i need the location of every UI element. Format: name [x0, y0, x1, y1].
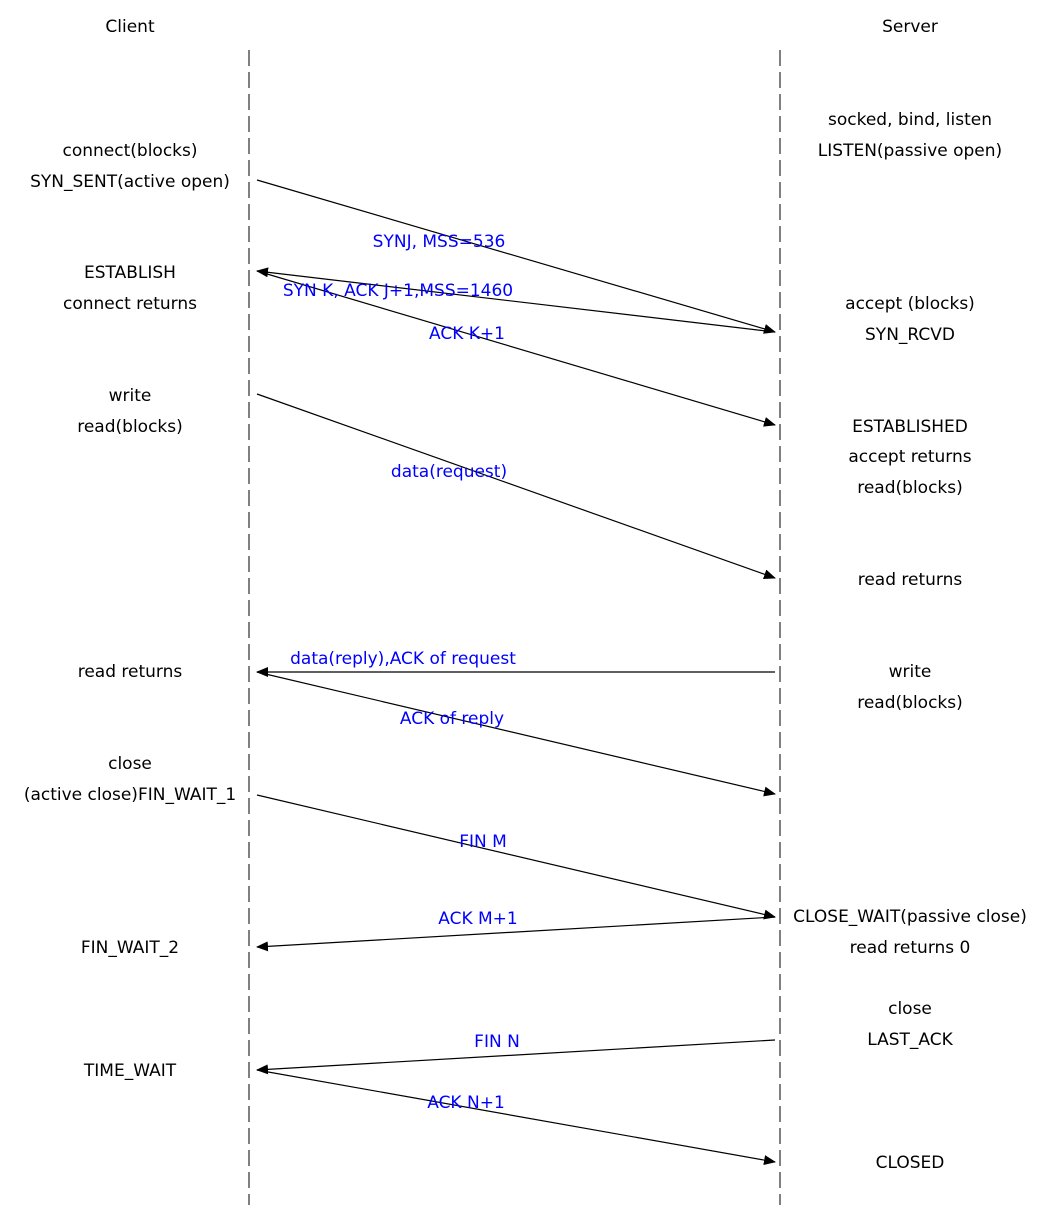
- client-state-label: read(blocks): [77, 417, 183, 437]
- message-label: data(reply),ACK of request: [290, 649, 516, 669]
- message-label: SYN K, ACK J+1,MSS=1460: [283, 281, 513, 301]
- message-arrow-data-request: [256, 393, 776, 580]
- server-state-label: read(blocks): [857, 478, 963, 498]
- message-label: ACK K+1: [429, 324, 505, 344]
- message-arrow-ack-reply: [256, 671, 776, 797]
- client-state-label: read returns: [78, 662, 183, 682]
- server-state-label: read returns 0: [850, 938, 971, 958]
- client-state-label: connect(blocks): [63, 141, 198, 161]
- message-arrow-ack-m: [256, 916, 776, 952]
- server-state-label: accept (blocks): [845, 294, 975, 314]
- client-state-label: connect returns: [63, 294, 197, 314]
- message-arrow-ack: [256, 270, 776, 427]
- message-label: ACK M+1: [438, 909, 517, 929]
- server-header: Server: [882, 17, 938, 37]
- message-label: FIN M: [459, 832, 507, 852]
- client-state-label: close: [108, 754, 152, 774]
- server-state-label: socked, bind, listen: [828, 110, 992, 130]
- client-state-label: ESTABLISH: [84, 263, 176, 283]
- message-label: FIN N: [474, 1032, 520, 1052]
- message-arrow-syn-ack: [256, 267, 776, 333]
- message-label: SYNJ, MSS=536: [373, 232, 506, 252]
- server-state-label: accept returns: [848, 447, 971, 467]
- message-arrow-fin-n: [256, 1039, 776, 1075]
- message-arrow-ack-n: [256, 1069, 776, 1165]
- client-state-label: FIN_WAIT_2: [81, 938, 179, 958]
- client-state-label: (active close)FIN_WAIT_1: [24, 785, 236, 805]
- server-state-label: write: [889, 662, 932, 682]
- server-state-label: LISTEN(passive open): [818, 141, 1002, 161]
- server-state-label: ESTABLISHED: [852, 417, 968, 437]
- message-label: ACK of reply: [400, 709, 504, 729]
- server-state-label: CLOSE_WAIT(passive close): [793, 907, 1027, 927]
- client-state-label: SYN_SENT(active open): [30, 172, 230, 192]
- client-state-label: TIME_WAIT: [83, 1061, 177, 1081]
- server-state-label: read returns: [858, 570, 963, 590]
- server-state-label: close: [888, 999, 932, 1019]
- server-state-label: LAST_ACK: [867, 1030, 953, 1050]
- server-state-label: CLOSED: [876, 1153, 945, 1173]
- server-state-label: SYN_RCVD: [865, 325, 955, 345]
- message-arrow-syn: [256, 179, 776, 334]
- client-header: Client: [105, 17, 155, 37]
- message-arrow-fin-m: [256, 794, 776, 920]
- message-label: data(request): [391, 462, 507, 482]
- message-label: ACK N+1: [427, 1093, 505, 1113]
- client-state-label: write: [109, 386, 152, 406]
- server-state-label: read(blocks): [857, 693, 963, 713]
